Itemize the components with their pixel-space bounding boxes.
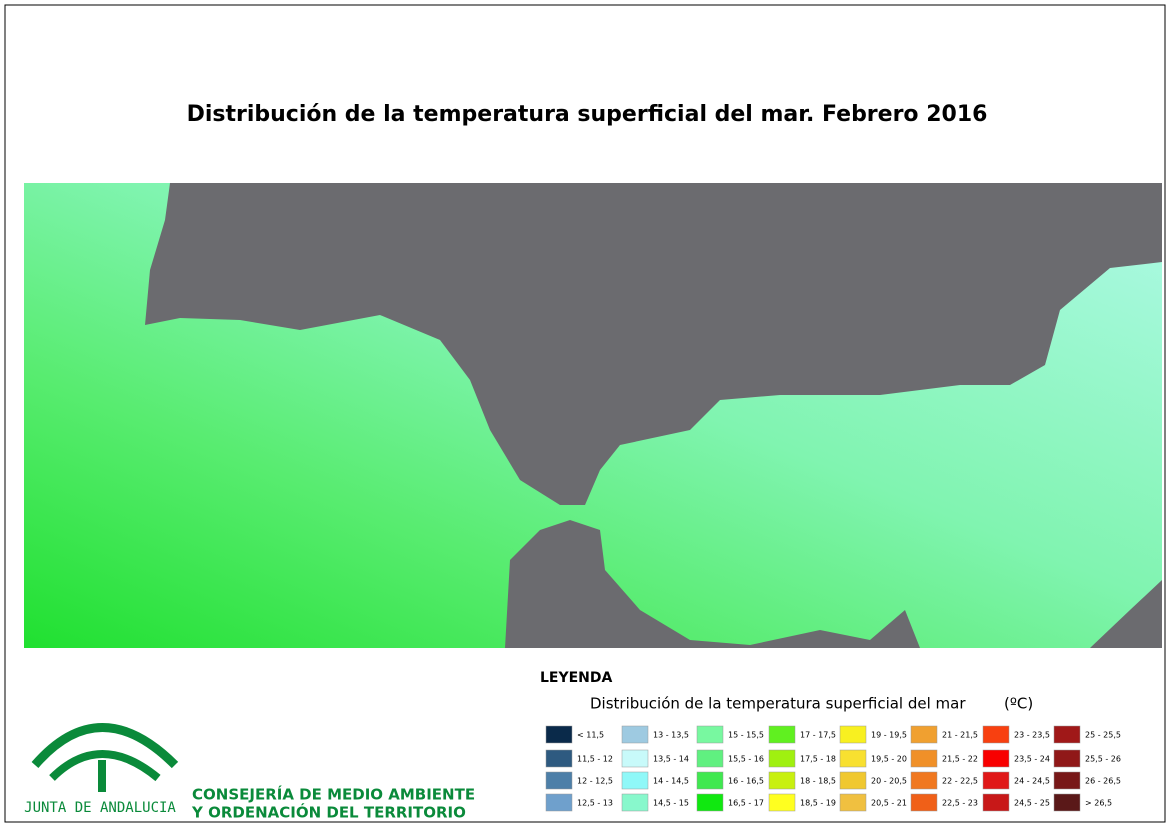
legend-swatch [545, 749, 573, 768]
legend-swatch [1053, 725, 1081, 744]
legend-label: 15,5 - 16 [728, 755, 764, 764]
legend-swatch [839, 725, 867, 744]
legend-label: < 11,5 [577, 731, 604, 740]
title: Distribución de la temperatura superfici… [187, 102, 988, 127]
frame [4, 4, 1166, 823]
legend-label: 17 - 17,5 [800, 731, 836, 740]
legend-label: > 26,5 [1085, 799, 1112, 808]
legend-swatch [1053, 793, 1081, 812]
legend-label: 20,5 - 21 [871, 799, 907, 808]
legend-swatch [768, 771, 796, 790]
legend-swatch [768, 725, 796, 744]
legend-swatch [982, 771, 1010, 790]
legend-swatch [982, 793, 1010, 812]
legend-swatch [696, 725, 724, 744]
legend-label: 19 - 19,5 [871, 731, 907, 740]
legend-label: 12,5 - 13 [577, 799, 613, 808]
logo: JUNTA DE ANDALUCIA CONSEJERÍA DE MEDIO A… [24, 723, 475, 822]
legend-swatch [910, 771, 938, 790]
logo-line: Y ORDENACIÓN DEL TERRITORIO [191, 803, 466, 822]
legend-heading: LEYENDA [540, 670, 613, 686]
legend-swatch [696, 771, 724, 790]
legend-label: 21,5 - 22 [942, 755, 978, 764]
map [24, 183, 1162, 648]
legend-swatch [545, 793, 573, 812]
legend-label: 15 - 15,5 [728, 731, 764, 740]
legend-swatch [839, 749, 867, 768]
legend-swatch [1053, 749, 1081, 768]
logo-name: JUNTA DE ANDALUCIA [24, 800, 176, 816]
legend-label: 12 - 12,5 [577, 777, 613, 786]
legend-label: 14 - 14,5 [653, 777, 689, 786]
legend-label: 21 - 21,5 [942, 731, 978, 740]
legend-swatch [696, 749, 724, 768]
land-north [145, 183, 1162, 505]
legend-label: 24,5 - 25 [1014, 799, 1050, 808]
legend-swatch [621, 749, 649, 768]
land-south [505, 520, 920, 648]
legend-swatch [982, 749, 1010, 768]
legend-subtitle: Distribución de la temperatura superfici… [590, 695, 966, 713]
legend-swatch [545, 771, 573, 790]
legend-label: 24 - 24,5 [1014, 777, 1050, 786]
legend-label: 19,5 - 20 [871, 755, 907, 764]
legend-label: 13 - 13,5 [653, 731, 689, 740]
land-south-east [1090, 580, 1162, 648]
legend-label: 20 - 20,5 [871, 777, 907, 786]
legend-swatch [910, 793, 938, 812]
legend-label: 25 - 25,5 [1085, 731, 1121, 740]
legend-label: 16 - 16,5 [728, 777, 764, 786]
legend-label: 14,5 - 15 [653, 799, 689, 808]
legend-label: 25,5 - 26 [1085, 755, 1121, 764]
legend-label: 13,5 - 14 [653, 755, 689, 764]
legend-label: 23,5 - 24 [1014, 755, 1050, 764]
legend-label: 18,5 - 19 [800, 799, 836, 808]
legend-unit: (ºC) [1004, 695, 1033, 713]
legend-swatch [768, 749, 796, 768]
legend-swatch [768, 793, 796, 812]
legend-swatch [696, 793, 724, 812]
logo-column [98, 760, 106, 792]
legend-swatch [545, 725, 573, 744]
legend-label: 11,5 - 12 [577, 755, 613, 764]
legend-label: 18 - 18,5 [800, 777, 836, 786]
legend-label: 22 - 22,5 [942, 777, 978, 786]
legend-label: 16,5 - 17 [728, 799, 764, 808]
legend-swatch [982, 725, 1010, 744]
legend-swatch [910, 749, 938, 768]
legend-label: 26 - 26,5 [1085, 777, 1121, 786]
logo-arc [49, 750, 161, 782]
legend-label: 23 - 23,5 [1014, 731, 1050, 740]
legend-swatch [621, 725, 649, 744]
legend-label: 22,5 - 23 [942, 799, 978, 808]
legend-swatch [621, 793, 649, 812]
legend-swatch [621, 771, 649, 790]
logo-arc [31, 723, 179, 769]
legend-swatch [839, 793, 867, 812]
legend-swatch [839, 771, 867, 790]
legend-label: 17,5 - 18 [800, 755, 836, 764]
legend-swatch [1053, 771, 1081, 790]
legend-swatch [910, 725, 938, 744]
legend: < 11,5 11,5 - 12 12 - 12,5 12,5 - 13 13 - 13… [545, 725, 1121, 812]
logo-line: CONSEJERÍA DE MEDIO AMBIENTE [192, 785, 475, 804]
